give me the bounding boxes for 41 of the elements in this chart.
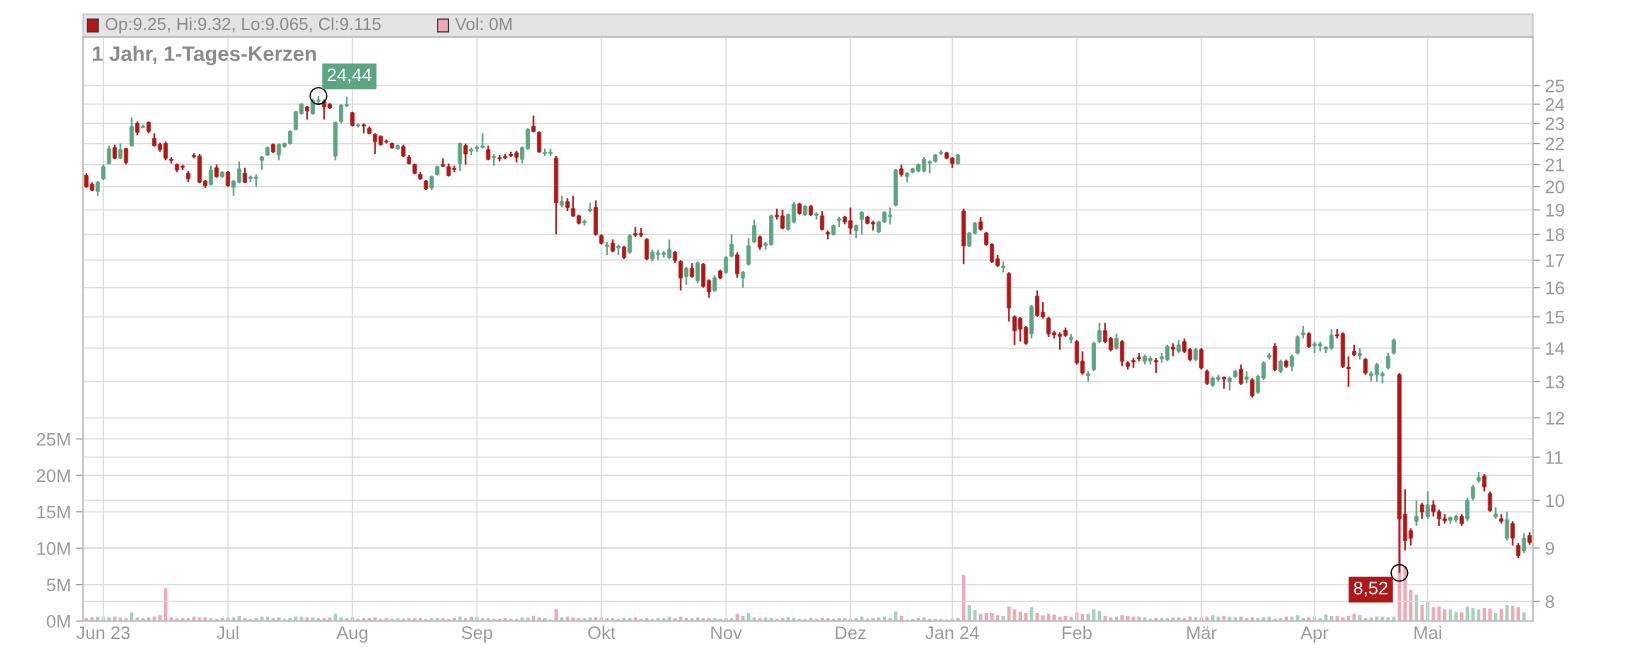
- y-tick-label: 11: [1546, 451, 1563, 464]
- x-tick-label: Jul: [216, 625, 239, 640]
- x-tick-label: Jan 24: [925, 626, 979, 640]
- y-tick-label: 17: [1546, 254, 1564, 267]
- y-tick-label: 12: [1546, 411, 1564, 425]
- y-tick-label: 16: [1546, 281, 1565, 295]
- y-tick-label: 19: [1546, 203, 1565, 217]
- y-tick-label: 15: [1546, 310, 1565, 324]
- y2-tick-label: 0M: [46, 614, 70, 628]
- y2-tick-label: 25M: [36, 432, 70, 446]
- x-tick-label: Mai: [1414, 625, 1442, 640]
- y2-tick-label: 20M: [36, 469, 70, 483]
- annotation: 24,44: [327, 68, 372, 84]
- y-tick-label: 24: [1545, 98, 1565, 111]
- y-tick-label: 25: [1545, 79, 1565, 93]
- y-tick-label: 20: [1545, 180, 1565, 194]
- y-tick-label: 8: [1545, 595, 1555, 609]
- y-tick-label: 23: [1545, 117, 1565, 131]
- y2-tick-label: 5M: [46, 578, 70, 592]
- annotation: 8,52: [1353, 581, 1388, 597]
- x-tick-label: Feb: [1062, 625, 1092, 640]
- chart-title: 1 Jahr, 1-Tages-Kerzen: [93, 45, 316, 66]
- y2-tick-label: 10M: [37, 542, 70, 555]
- y-tick-label: 10: [1546, 494, 1565, 508]
- y-tick-label: 13: [1546, 375, 1565, 389]
- y-tick-label: 22: [1545, 137, 1564, 151]
- x-tick-label: Sep: [461, 626, 493, 643]
- y-tick-label: 14: [1546, 342, 1565, 355]
- x-tick-label: Dez: [835, 626, 866, 640]
- y-tick-label: 9: [1545, 541, 1554, 555]
- y-tick-label: 18: [1546, 228, 1565, 242]
- x-tick-label: Jun 23: [76, 626, 130, 640]
- x-tick-label: Mär: [1187, 626, 1217, 640]
- text: Op:9.25, Hi:9.32, Lo:9.065, Cl:9.115: [105, 17, 381, 34]
- x-tick-label: Aug: [336, 626, 368, 643]
- x-tick-label: Okt: [588, 625, 616, 640]
- x-tick-label: Nov: [711, 626, 742, 640]
- y2-tick-label: 15M: [37, 505, 70, 519]
- text: Vol: 0M: [455, 17, 512, 31]
- x-tick-label: Apr: [1300, 626, 1329, 643]
- y-tick-label: 21: [1545, 158, 1565, 172]
